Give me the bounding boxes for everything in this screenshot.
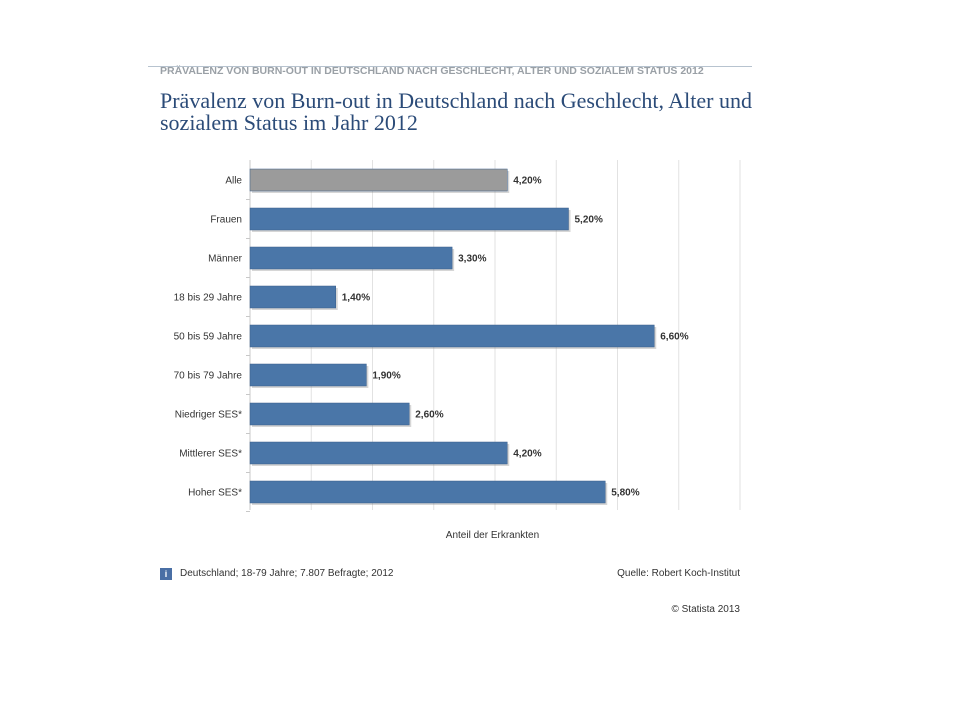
bar[interactable] (249, 324, 655, 348)
data-label: 5,80% (611, 488, 639, 499)
bars (249, 168, 657, 505)
data-label: 1,90% (372, 371, 400, 382)
category-label: Männer (208, 254, 243, 265)
category-label: Alle (225, 176, 242, 187)
bar[interactable] (249, 441, 508, 465)
bar[interactable] (249, 207, 569, 231)
category-label: Mittlerer SES* (179, 449, 242, 460)
category-label: Niedriger SES* (175, 410, 242, 421)
copyright-label: © Statista 2013 (671, 604, 740, 614)
chart-title: Prävalenz von Burn-out in Deutschland na… (160, 88, 753, 135)
data-label: 1,40% (342, 293, 370, 304)
info-icon[interactable]: i (160, 568, 172, 580)
bar[interactable] (249, 168, 508, 192)
bar[interactable] (249, 402, 410, 426)
data-label: 2,60% (415, 410, 443, 421)
header-divider (148, 66, 752, 67)
category-label: Frauen (210, 215, 242, 226)
x-axis-label: Anteil der Erkrankten (445, 530, 540, 541)
category-label: Hoher SES* (188, 488, 242, 499)
y-axis (246, 160, 251, 512)
category-label: 50 bis 59 Jahre (174, 332, 243, 343)
data-label: 5,20% (575, 215, 603, 226)
bar[interactable] (249, 363, 367, 387)
data-label: 4,20% (513, 449, 541, 460)
bar[interactable] (249, 480, 606, 504)
data-label: 4,20% (513, 176, 541, 187)
category-label: 70 bis 79 Jahre (174, 371, 243, 382)
labels: Alle 4,20% Frauen 5,20% Männer 3,30% 18 bis 29… (174, 176, 689, 499)
category-label: 18 bis 29 Jahre (174, 293, 243, 304)
source-label: Quelle: Robert Koch-Institut (617, 568, 740, 579)
chart-supertitle: PRÄVALENZ VON BURN-OUT IN DEUTSCHLAND NA… (160, 65, 704, 77)
bar[interactable] (249, 285, 336, 309)
data-label: 3,30% (458, 254, 486, 265)
bar[interactable] (249, 246, 453, 270)
data-label: 6,60% (660, 332, 688, 343)
footer-note: Deutschland; 18-79 Jahre; 7.807 Befragte… (180, 568, 394, 579)
